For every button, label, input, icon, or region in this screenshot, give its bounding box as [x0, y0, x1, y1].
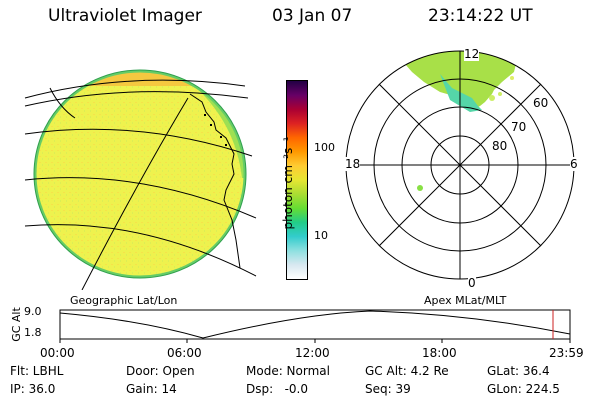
- polar-plot: [345, 50, 575, 280]
- polar-grid: [345, 50, 575, 280]
- colorbar-tick-100: 100: [314, 141, 335, 154]
- islands: [204, 114, 227, 146]
- longitude-grid: [49, 87, 189, 290]
- info-gain: Gain: 14: [126, 382, 177, 396]
- altitude-timeline: [59, 309, 571, 343]
- polar-panel-label: Apex MLat/MLT: [424, 294, 507, 307]
- globe-image: [24, 69, 257, 290]
- instrument-title: Ultraviolet Imager: [48, 6, 202, 26]
- info-seq: Seq: 39: [365, 382, 411, 396]
- timeline-xtick-1200: 12:00: [295, 346, 330, 360]
- timeline-xtick-2359: 23:59: [549, 346, 584, 360]
- timeline-ytick-high: 9.0: [24, 305, 42, 318]
- timeline-xtick-0000: 00:00: [40, 346, 75, 360]
- info-flt: Flt: LBHL: [10, 364, 64, 378]
- info-ip: IP: 36.0: [10, 382, 56, 396]
- mlt-label-12: 12: [464, 47, 480, 61]
- geo-panel-label: Geographic Lat/Lon: [70, 294, 178, 307]
- latitude-grid: [24, 79, 257, 277]
- time-label: 23:14:22 UT: [428, 6, 533, 26]
- info-dsp: Dsp: -0.0: [246, 382, 309, 396]
- mlt-label-18: 18: [345, 157, 361, 171]
- info-glon: GLon: 224.5: [487, 382, 560, 396]
- colorbar-unit-label: photon cm⁻²s⁻¹: [281, 136, 295, 230]
- coastline: [189, 93, 241, 269]
- timeline-ytick-low: 1.8: [24, 326, 42, 339]
- mlt-label-6: 6: [570, 157, 578, 171]
- info-mode: Mode: Normal: [246, 364, 330, 378]
- info-glat: GLat: 36.4: [487, 364, 550, 378]
- mlat-label-60: 60: [533, 96, 549, 110]
- info-door: Door: Open: [126, 364, 195, 378]
- timeline-xtick-0600: 06:00: [167, 346, 202, 360]
- info-gc-alt: GC Alt: 4.2 Re: [365, 364, 449, 378]
- colorbar: [286, 80, 308, 280]
- colorbar-tick-10: 10: [314, 229, 328, 242]
- mlat-label-70: 70: [511, 120, 527, 134]
- mlat-label-80: 80: [492, 139, 508, 153]
- timeline-xtick-1800: 18:00: [422, 346, 457, 360]
- date-label: 03 Jan 07: [272, 6, 353, 26]
- mlt-label-0: 0: [468, 276, 476, 290]
- timeline-axis-label: GC Alt: [9, 307, 23, 342]
